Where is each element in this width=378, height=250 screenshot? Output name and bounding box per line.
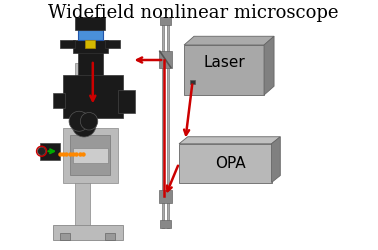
Polygon shape <box>184 45 264 95</box>
Bar <box>78 50 103 75</box>
Bar <box>73 148 108 162</box>
Bar <box>118 90 135 112</box>
Bar <box>190 80 195 84</box>
Circle shape <box>37 147 46 155</box>
Circle shape <box>72 113 96 137</box>
Polygon shape <box>179 137 280 144</box>
Bar <box>75 18 105 30</box>
Bar <box>60 232 70 240</box>
Bar <box>53 92 65 108</box>
Polygon shape <box>264 36 274 95</box>
Bar <box>160 18 171 25</box>
Text: Widefield nonlinear microscope: Widefield nonlinear microscope <box>48 4 338 22</box>
Bar <box>85 40 95 48</box>
Bar <box>60 40 75 48</box>
Bar <box>105 232 115 240</box>
Bar <box>159 190 172 202</box>
Bar <box>53 225 123 240</box>
Bar <box>63 128 118 182</box>
Bar <box>75 62 90 225</box>
Text: OPA: OPA <box>215 156 246 170</box>
Text: Laser: Laser <box>203 55 245 70</box>
Polygon shape <box>271 137 280 182</box>
Bar <box>161 18 164 228</box>
Bar <box>70 135 110 175</box>
Circle shape <box>80 112 98 130</box>
Bar <box>160 220 171 228</box>
Bar <box>63 75 123 118</box>
Bar <box>167 18 169 228</box>
Circle shape <box>69 111 89 131</box>
Bar <box>159 51 172 68</box>
Polygon shape <box>179 144 271 182</box>
Polygon shape <box>184 36 274 45</box>
Bar <box>73 40 108 52</box>
Bar <box>40 142 60 160</box>
Bar <box>78 30 103 40</box>
Bar <box>105 40 120 48</box>
